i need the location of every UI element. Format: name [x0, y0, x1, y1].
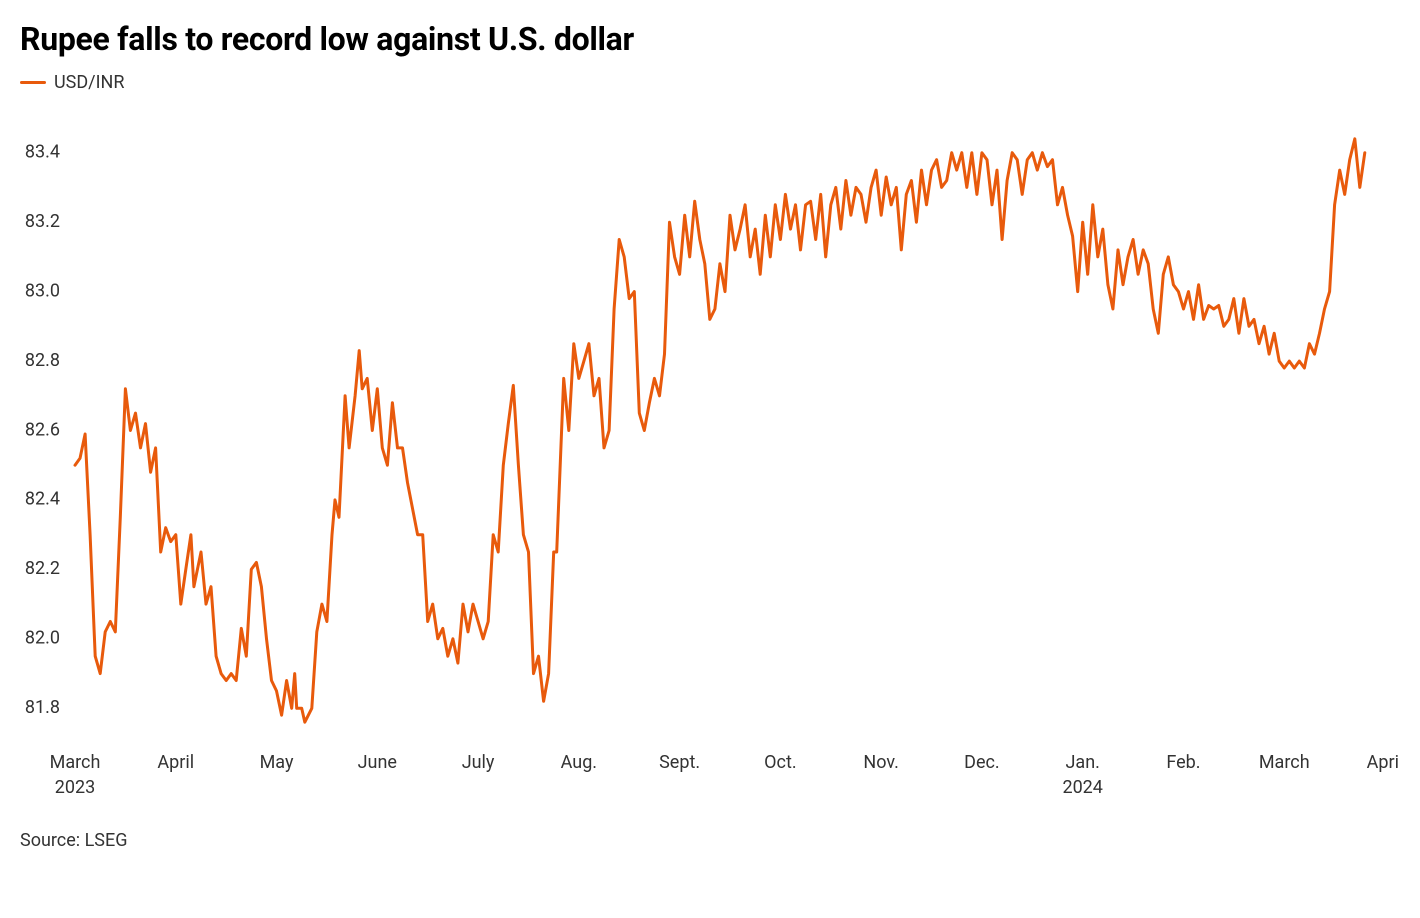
y-axis-tick-label: 82.6: [25, 419, 60, 440]
y-axis-tick-label: 82.8: [25, 350, 60, 371]
x-axis-tick-label: Jan.: [1065, 752, 1099, 773]
y-axis-tick-label: 82.4: [25, 489, 60, 510]
x-axis-tick-label: Sept.: [659, 752, 700, 773]
x-axis-tick-label: April: [157, 752, 194, 773]
y-axis-tick-label: 82.0: [25, 628, 60, 649]
line-chart: 81.8 82.0 82.2 82.4 82.6 82.8 83.0 83.2 83.4 Marc…: [20, 108, 1400, 808]
x-axis-tick-label: Aug.: [561, 752, 597, 773]
y-axis-tick-label: 83.2: [25, 211, 60, 232]
x-axis-tick-label: May: [260, 752, 294, 773]
legend-swatch: [20, 81, 46, 84]
x-axis-tick-label: April: [1367, 752, 1400, 773]
x-axis-tick-label: March: [1259, 752, 1310, 773]
y-axis-tick-label: 82.2: [25, 558, 60, 579]
x-axis-tick-label: Nov.: [863, 752, 899, 773]
x-axis-tick-label: Dec.: [964, 752, 1000, 773]
x-axis-tick-label: July: [462, 752, 495, 773]
x-axis-tick-label: Oct.: [764, 752, 796, 773]
x-axis-tick-year: 2024: [1062, 777, 1102, 798]
legend: USD/INR: [20, 72, 1400, 93]
x-axis-tick-label: Feb.: [1166, 752, 1200, 773]
y-axis-tick-label: 81.8: [25, 697, 60, 718]
x-axis-tick-label: June: [358, 752, 397, 773]
y-axis-tick-label: 83.4: [25, 141, 60, 162]
x-axis-tick-label: March: [50, 752, 101, 773]
legend-label: USD/INR: [54, 72, 124, 93]
x-axis-tick-year: 2023: [55, 777, 95, 798]
chart-source: Source: LSEG: [20, 830, 1400, 851]
series-line-usd-inr: [75, 139, 1365, 722]
chart-title: Rupee falls to record low against U.S. d…: [20, 20, 1400, 58]
y-axis-tick-label: 83.0: [25, 280, 60, 301]
